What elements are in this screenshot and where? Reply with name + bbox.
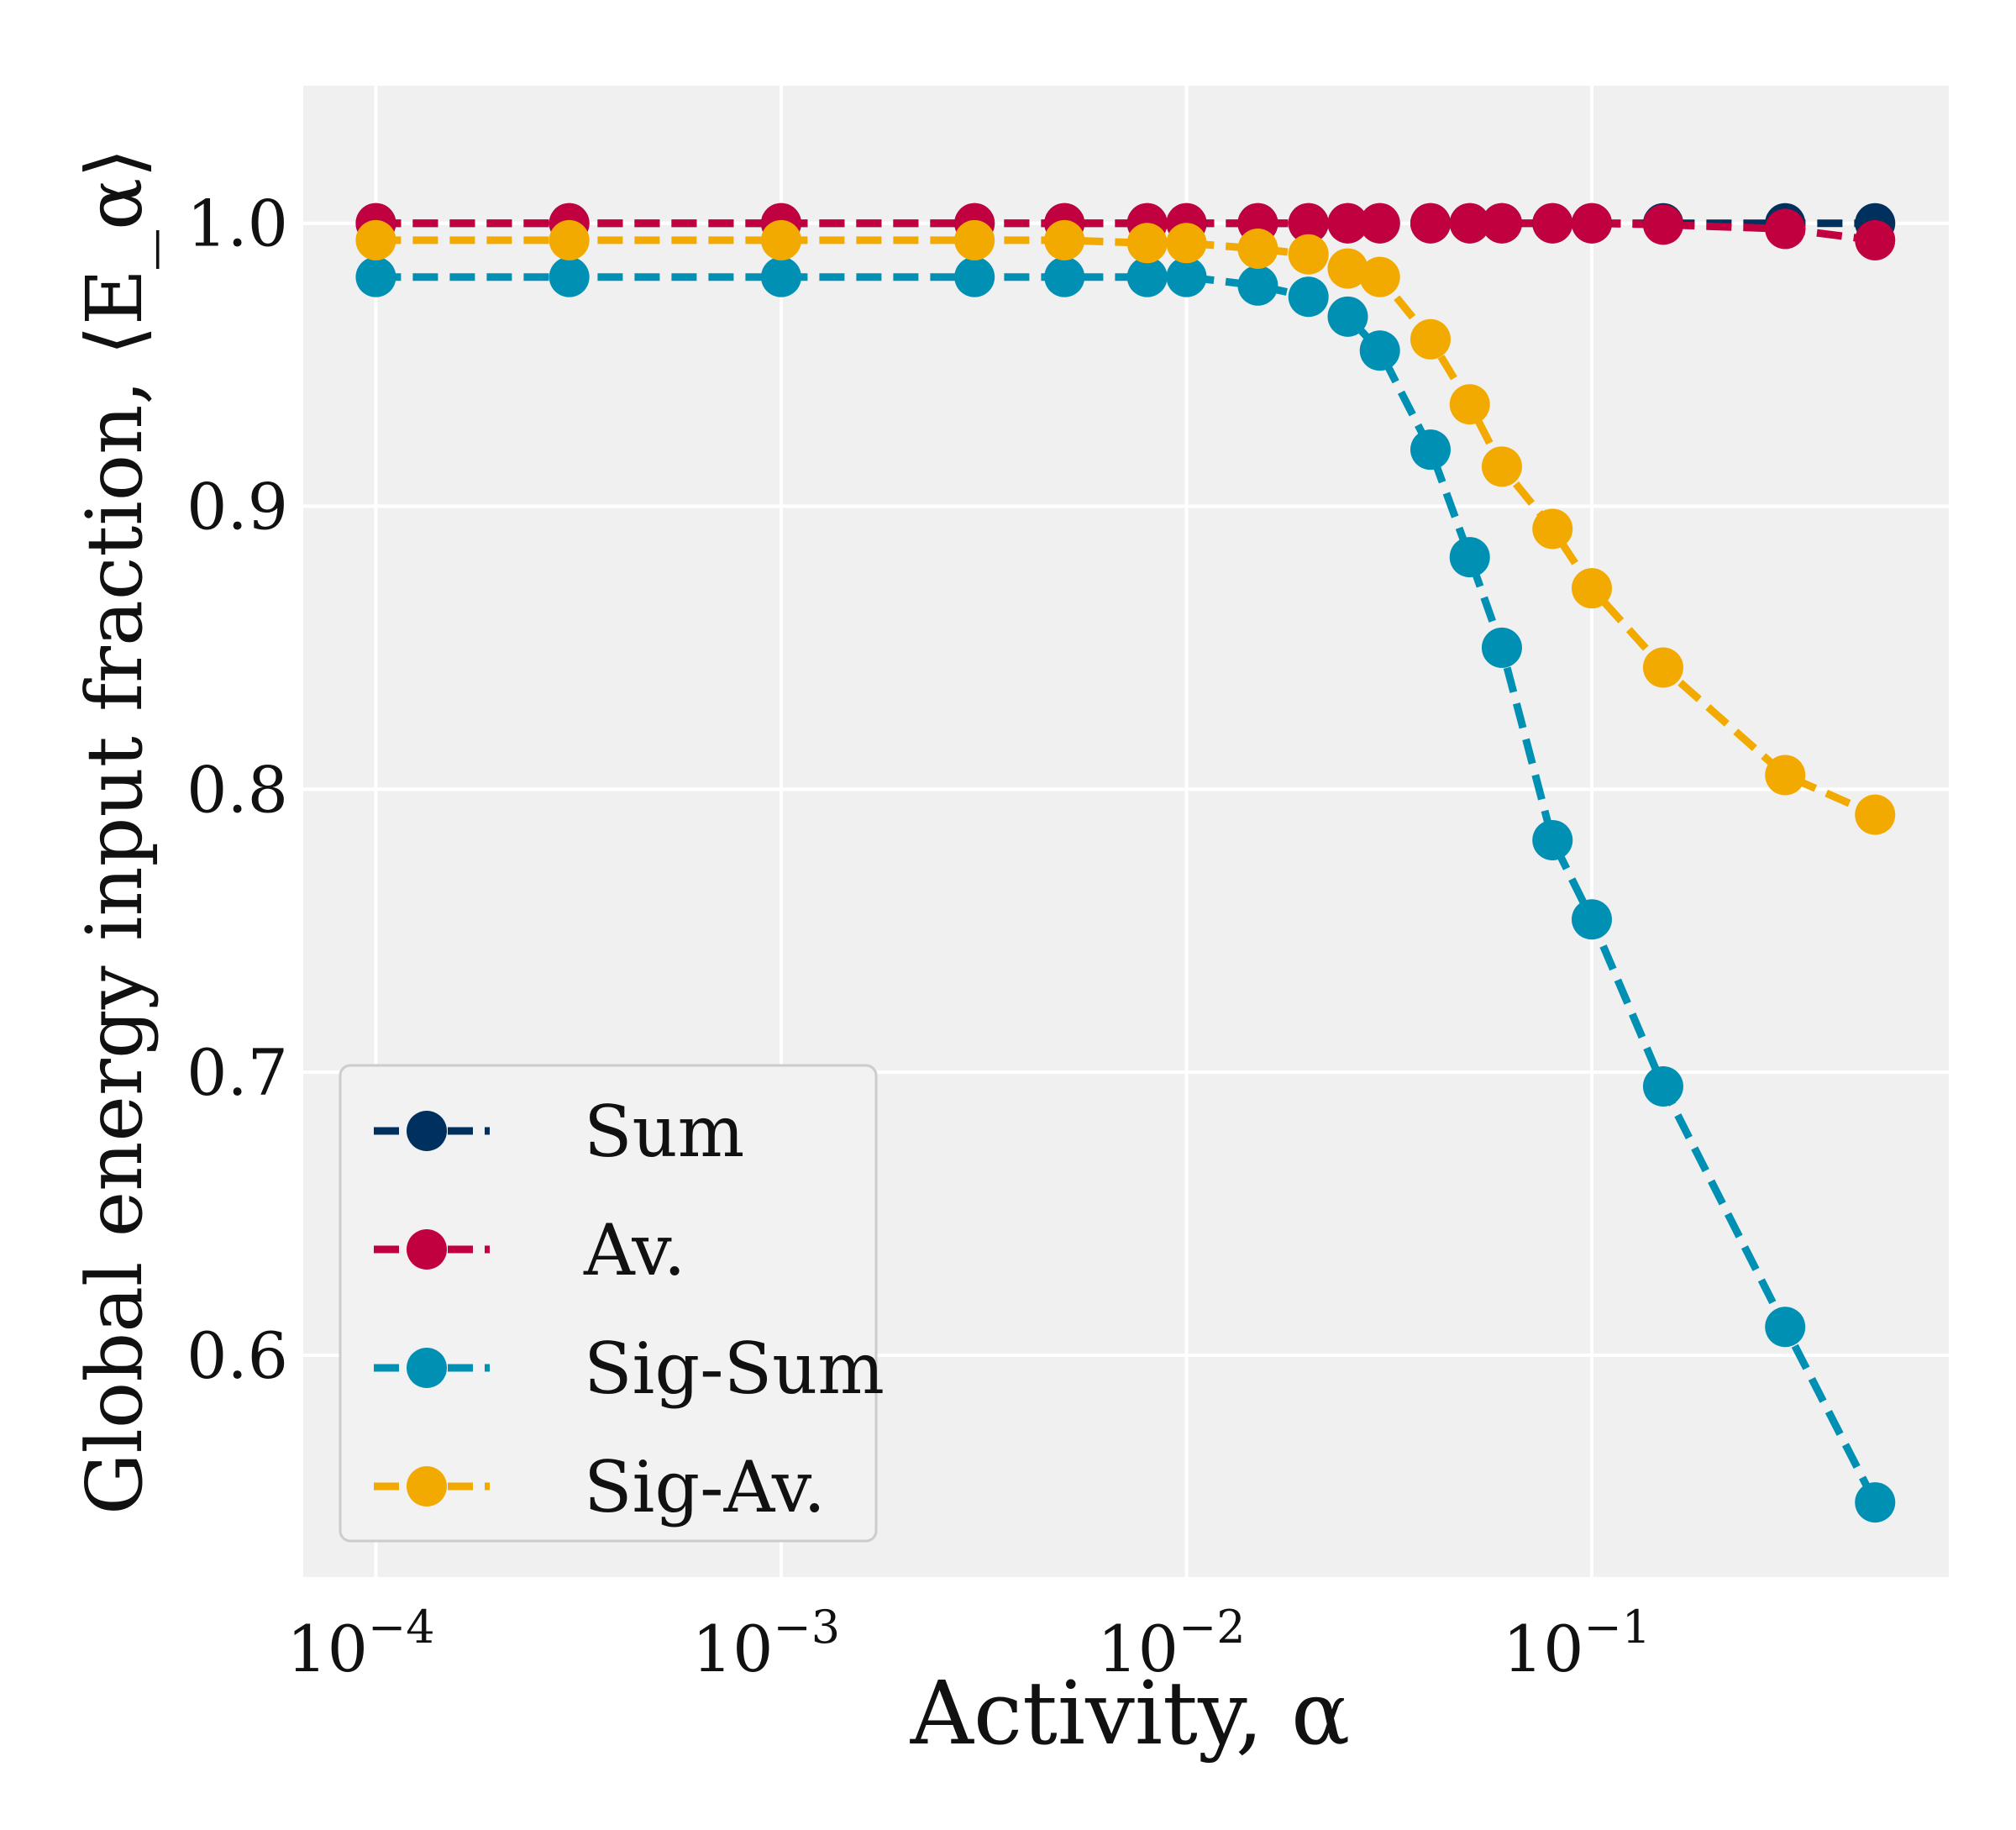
data-point-av [1532,202,1573,244]
data-point-sig-av [1765,755,1806,796]
x-axis-label: Activity, α [910,1662,1351,1764]
legend-item-sig-sum: Sig-Sum [374,1328,885,1410]
data-point-sig-av [1237,229,1278,270]
data-point-sig-av [1642,647,1683,688]
data-point-sig-av [1359,256,1400,297]
data-point-sig-sum [1237,265,1278,306]
data-point-av [1571,202,1612,244]
legend-marker [407,1348,447,1388]
data-point-av [1481,202,1522,244]
y-axis-label: Global energy input fraction, ⟨E_α⟩ [70,148,160,1515]
data-point-sig-sum [1359,330,1400,371]
data-point-sig-av [1327,248,1368,289]
data-point-sig-sum [760,256,801,297]
data-point-sig-sum [1044,256,1085,297]
data-point-sig-av [1481,446,1522,487]
y-tick-label: 0.9 [186,470,288,544]
data-point-sig-av [1166,223,1207,264]
data-point-av [1765,208,1806,250]
series-points-sig-sum [355,256,1896,1523]
y-tick-labels: 0.6 0.7 0.8 0.9 1.0 [186,187,288,1393]
data-point-av [1288,202,1329,244]
data-point-av [1327,202,1368,244]
legend: Sum Av. Sig-Sum Sig-Av. [339,1064,885,1543]
data-point-sig-sum [1571,899,1612,940]
legend-label: Sig-Av. [584,1446,826,1528]
data-point-sig-av [1410,318,1451,360]
legend-label: Sum [584,1091,744,1173]
data-point-sig-av [549,219,590,260]
data-point-sig-av [1288,234,1329,275]
data-point-sig-sum [1410,429,1451,471]
legend-frame [339,1064,878,1543]
x-tick-label: 10−2 [1097,1601,1245,1686]
data-point-sig-av [1571,568,1612,609]
data-point-sig-av [355,219,396,260]
legend-marker [407,1229,447,1270]
data-point-sig-sum [1327,296,1368,337]
data-point-sig-sum [1481,627,1522,668]
data-point-av [1642,204,1683,245]
legend-item-av: Av. [374,1209,685,1291]
x-tick-label: 10−1 [1503,1601,1651,1686]
data-point-sig-av [1855,794,1896,835]
data-point-sig-av [954,219,995,260]
data-point-sig-sum [1855,1482,1896,1523]
x-tick-label: 10−3 [692,1601,840,1686]
data-point-sig-sum [1765,1307,1806,1348]
series-points [355,202,1896,1523]
x-tick-labels: 10−4 10−3 10−2 10−1 [286,1601,1651,1686]
data-point-sig-sum [1288,276,1329,318]
legend-marker [407,1466,447,1507]
legend-item-sig-av: Sig-Av. [374,1446,826,1528]
data-point-sig-sum [1449,537,1490,578]
data-point-sig-sum [954,256,995,297]
legend-item-sum: Sum [374,1091,744,1173]
legend-label: Sig-Sum [584,1328,885,1410]
legend-marker [407,1111,447,1151]
data-point-sig-av [1044,219,1085,260]
data-point-sig-av [1126,223,1168,264]
y-tick-label: 1.0 [186,187,288,261]
data-point-sig-av [1532,508,1573,550]
data-point-sig-sum [1166,256,1207,297]
data-point-sig-sum [1126,256,1168,297]
data-point-sig-sum [1642,1065,1683,1107]
y-tick-label: 0.7 [186,1035,288,1110]
data-point-av [1410,202,1451,244]
legend-label: Av. [583,1209,685,1291]
data-point-sig-sum [549,256,590,297]
data-point-av [1359,202,1400,244]
y-tick-label: 0.8 [186,752,288,827]
data-point-sig-av [1449,384,1490,425]
data-point-sig-sum [355,256,396,297]
series-points-sig-av [355,219,1896,835]
data-point-av [1855,219,1896,260]
y-tick-label: 0.6 [186,1318,288,1393]
x-tick-label: 10−4 [286,1601,434,1686]
data-point-sig-sum [1532,819,1573,860]
data-point-sig-av [760,219,801,260]
data-point-av [1449,202,1490,244]
